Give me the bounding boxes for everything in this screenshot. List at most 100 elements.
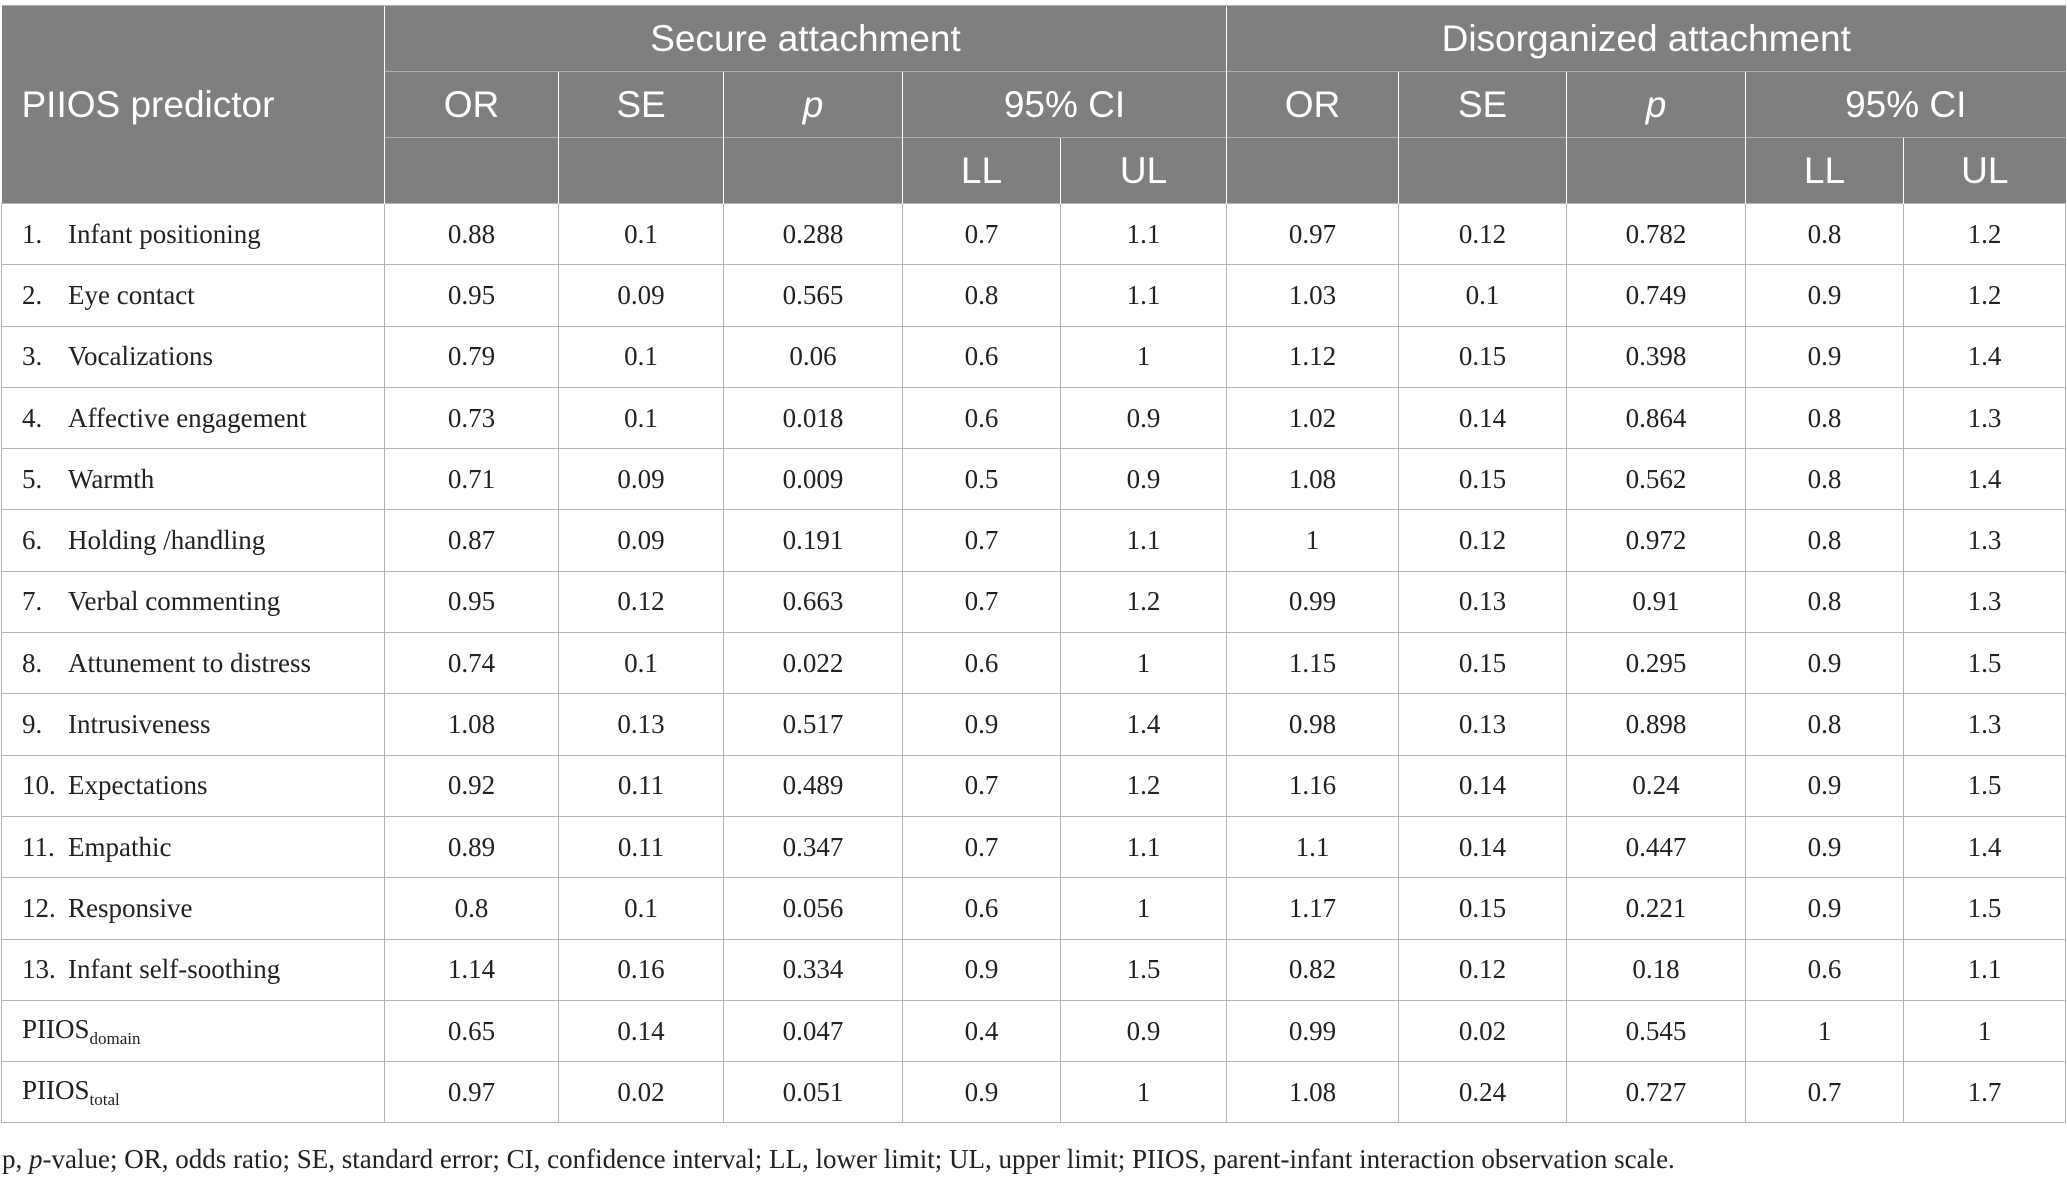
disorganized-ul-header: UL bbox=[1902, 137, 2066, 204]
disorganized-ll-cell: 0.9 bbox=[1745, 815, 1904, 879]
disorganized-p-cell: 0.864 bbox=[1566, 386, 1746, 450]
disorganized-ci-header: 95% CI bbox=[1744, 71, 2066, 138]
secure-se-cell: 0.13 bbox=[558, 693, 724, 756]
disorganized-se-cell: 0.15 bbox=[1398, 877, 1567, 940]
table-row: 1. Infant positioning 0.88 0.1 0.288 0.7 1.1 0.… bbox=[1, 202, 2067, 266]
disorganized-ll-cell: 0.8 bbox=[1745, 693, 1904, 756]
secure-se-cell: 0.1 bbox=[558, 202, 724, 266]
secure-or-cell: 0.73 bbox=[384, 386, 559, 450]
disorganized-p-cell: 0.545 bbox=[1566, 999, 1746, 1063]
secure-p-cell: 0.009 bbox=[723, 448, 903, 511]
secure-or-cell: 0.92 bbox=[384, 754, 559, 817]
disorganized-p-header: p bbox=[1566, 71, 1746, 138]
predictor-label: 13. Infant self-soothing bbox=[1, 938, 385, 1001]
predictor-number: 8. bbox=[22, 647, 43, 678]
secure-or-cell: 0.74 bbox=[384, 632, 559, 695]
table-row: 2. Eye contact 0.95 0.09 0.565 0.8 1.1 1.03 0.1 0… bbox=[1, 264, 2067, 327]
disorganized-ll-cell: 0.6 bbox=[1745, 938, 1904, 1001]
secure-ll-header: LL bbox=[902, 137, 1061, 204]
secure-or-cell: 1.14 bbox=[384, 938, 559, 1001]
disorganized-p-cell: 0.18 bbox=[1566, 938, 1746, 1001]
secure-ul-cell: 0.9 bbox=[1060, 386, 1227, 450]
disorganized-se-cell: 0.12 bbox=[1398, 509, 1567, 572]
table-row: 9. Intrusiveness 1.08 0.13 0.517 0.9 1.4 0.98 0.… bbox=[1, 693, 2067, 756]
disorganized-ul-cell: 1 bbox=[1902, 999, 2067, 1063]
disorganized-ll-cell: 0.8 bbox=[1745, 386, 1904, 450]
predictor-name: Empathic bbox=[68, 831, 172, 862]
predictor-name: Verbal commenting bbox=[68, 586, 281, 617]
secure-ul-cell: 1.2 bbox=[1060, 570, 1227, 634]
secure-p-cell: 0.517 bbox=[723, 693, 903, 756]
secure-p-cell: 0.022 bbox=[723, 632, 903, 695]
secure-ul-cell: 1 bbox=[1060, 632, 1227, 695]
predictor-number: 5. bbox=[22, 463, 43, 494]
table-row: 7. Verbal commenting 0.95 0.12 0.663 0.7 1.2 0.… bbox=[1, 570, 2067, 634]
secure-ul-cell: 1.1 bbox=[1060, 815, 1227, 879]
secure-ll-cell: 0.9 bbox=[902, 693, 1061, 756]
predictor-number: 7. bbox=[22, 586, 43, 617]
disorganized-p-cell: 0.562 bbox=[1566, 448, 1746, 511]
secure-se-cell: 0.1 bbox=[558, 877, 724, 940]
disorganized-or-cell: 0.97 bbox=[1226, 202, 1399, 266]
predictor-label: 11. Empathic bbox=[1, 815, 385, 879]
secure-ll-cell: 0.7 bbox=[902, 509, 1061, 572]
secure-ll-cell: 0.4 bbox=[902, 999, 1061, 1063]
disorganized-p-cell: 0.221 bbox=[1566, 877, 1746, 940]
secure-or-cell: 0.65 bbox=[384, 999, 559, 1063]
disorganized-ul-cell: 1.5 bbox=[1902, 754, 2067, 817]
secure-ul-cell: 1 bbox=[1060, 877, 1227, 940]
predictor-name: Responsive bbox=[68, 892, 193, 923]
secure-se-cell: 0.1 bbox=[558, 325, 724, 388]
predictor-label: 7. Verbal commenting bbox=[1, 570, 385, 634]
disorganized-p-cell: 0.24 bbox=[1566, 754, 1746, 817]
secure-p-cell: 0.663 bbox=[723, 570, 903, 634]
secure-ll-cell: 0.8 bbox=[902, 264, 1061, 327]
predictor-name: Expectations bbox=[68, 770, 208, 801]
predictor-number: 2. bbox=[22, 279, 43, 310]
disorganized-ll-cell: 0.8 bbox=[1745, 448, 1904, 511]
footnote-rest: -value; OR, odds ratio; SE, standard err… bbox=[42, 1144, 1675, 1174]
disorganized-or-cell: 1.16 bbox=[1226, 754, 1399, 817]
secure-se-cell: 0.09 bbox=[558, 264, 724, 327]
disorganized-or-cell: 1.08 bbox=[1226, 448, 1399, 511]
disorganized-se-cell: 0.02 bbox=[1398, 999, 1567, 1063]
table-row: 10. Expectations 0.92 0.11 0.489 0.7 1.2 1.16 0.… bbox=[1, 754, 2067, 817]
disorganized-p-cell: 0.398 bbox=[1566, 325, 1746, 388]
secure-ll-cell: 0.6 bbox=[902, 325, 1061, 388]
disorganized-ll-cell: 0.8 bbox=[1745, 570, 1904, 634]
secure-ll-cell: 0.6 bbox=[902, 877, 1061, 940]
summary-label: PIIOSdomain bbox=[1, 999, 385, 1063]
disorganized-attachment-header: Disorganized attachment bbox=[1225, 5, 2066, 72]
disorganized-or-cell: 1.15 bbox=[1226, 632, 1399, 695]
disorganized-ll-cell: 0.8 bbox=[1745, 202, 1904, 266]
predictor-label: 6. Holding /handling bbox=[1, 509, 385, 572]
empty-header-cell bbox=[1398, 137, 1567, 204]
secure-p-header: p bbox=[723, 71, 903, 138]
table-footnote: p, p-value; OR, odds ratio; SE, standard… bbox=[2, 1144, 1675, 1175]
predictor-number: 1. bbox=[22, 218, 43, 249]
disorganized-p-cell: 0.749 bbox=[1566, 264, 1746, 327]
secure-ul-cell: 0.9 bbox=[1060, 448, 1227, 511]
secure-se-cell: 0.12 bbox=[558, 570, 724, 634]
disorganized-or-cell: 1.17 bbox=[1226, 877, 1399, 940]
predictor-label: 1. Infant positioning bbox=[1, 202, 385, 266]
disorganized-ll-cell: 0.9 bbox=[1745, 754, 1904, 817]
disorganized-se-cell: 0.14 bbox=[1398, 815, 1567, 879]
disorganized-se-cell: 0.24 bbox=[1398, 1061, 1567, 1124]
secure-ul-cell: 0.9 bbox=[1060, 999, 1227, 1063]
header-row-stats: OR SE p 95% CI OR SE p 95% CI bbox=[2, 71, 2066, 138]
empty-header-cell bbox=[384, 137, 559, 204]
secure-p-cell: 0.191 bbox=[723, 509, 903, 572]
table-row: 6. Holding /handling 0.87 0.09 0.191 0.7 1.1 1 0… bbox=[1, 509, 2067, 572]
header-row-limits: LL UL LL UL bbox=[2, 137, 2066, 204]
secure-ll-cell: 0.6 bbox=[902, 386, 1061, 450]
secure-or-cell: 0.95 bbox=[384, 264, 559, 327]
predictor-number: 11. bbox=[22, 831, 55, 862]
secure-se-cell: 0.11 bbox=[558, 754, 724, 817]
secure-ci-header: 95% CI bbox=[902, 71, 1227, 138]
secure-or-cell: 1.08 bbox=[384, 693, 559, 756]
disorganized-se-cell: 0.1 bbox=[1398, 264, 1567, 327]
secure-or-cell: 0.97 bbox=[384, 1061, 559, 1124]
disorganized-ul-cell: 1.4 bbox=[1902, 325, 2067, 388]
disorganized-or-cell: 1.02 bbox=[1226, 386, 1399, 450]
